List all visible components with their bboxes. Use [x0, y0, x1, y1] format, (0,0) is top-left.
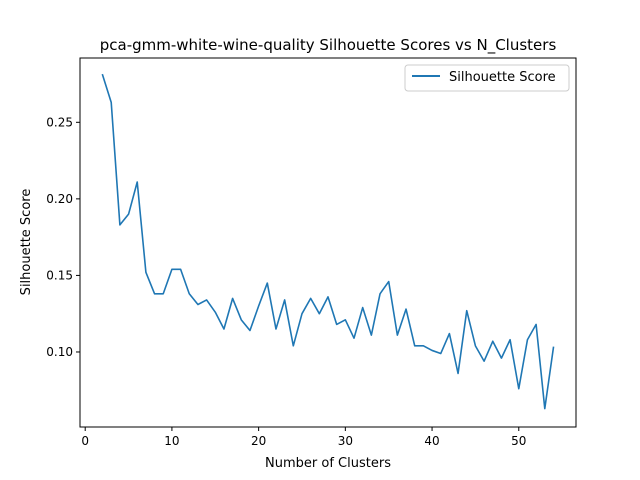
series-layer [101, 73, 555, 410]
axes-frame [79, 57, 577, 428]
plot-background [80, 58, 576, 427]
x-tick-label: 50 [511, 434, 526, 448]
x-tick-label: 0 [81, 434, 89, 448]
x-tick-label: 10 [164, 434, 179, 448]
x-tick-label: 40 [424, 434, 439, 448]
x-axis-label: Number of Clusters [265, 456, 391, 471]
y-tick-label: 0.20 [46, 192, 73, 206]
x-tick-label: 20 [251, 434, 266, 448]
series-line-silhouette-score [101, 73, 555, 410]
x-axis-ticks: 0 10 20 30 40 50 [81, 427, 526, 448]
y-axis-ticks: 0.10 0.15 0.20 0.25 [46, 115, 80, 359]
y-axis-label: Silhouette Score [19, 189, 34, 296]
x-tick-label: 30 [338, 434, 353, 448]
y-tick-label: 0.10 [46, 345, 73, 359]
legend-label-silhouette-score: Silhouette Score [449, 70, 556, 85]
y-tick-label: 0.25 [46, 115, 73, 129]
chart-title: pca-gmm-white-wine-quality Silhouette Sc… [100, 36, 557, 55]
legend: Silhouette Score [404, 64, 570, 92]
legend-box [404, 64, 570, 92]
y-tick-label: 0.15 [46, 268, 73, 282]
plot-area: 0 10 20 30 40 50 0.10 0.15 0.20 0.25 [46, 57, 577, 448]
